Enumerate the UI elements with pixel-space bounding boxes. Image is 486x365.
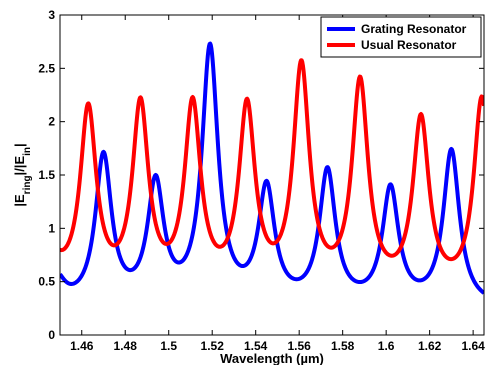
y-tick-label: 0.5 (38, 275, 55, 289)
x-axis-label: Wavelength (µm) (220, 351, 324, 365)
x-tick-label: 1.54 (244, 339, 268, 353)
x-tick-label: 1.52 (201, 339, 225, 353)
axes: 1.46 1.48 1.5 1.52 1.54 1.56 1.58 1.6 1.62 1.6400… (12, 8, 485, 365)
plot-frame (59, 14, 485, 336)
y-tick-label: 1 (48, 221, 55, 235)
y-tick-label: 0 (48, 328, 55, 342)
x-tick-label: 1.46 (70, 339, 94, 353)
y-axis-label-subscript: ring (22, 175, 33, 194)
y-axis-label-part: |/|E (12, 156, 27, 176)
series-line-usual-resonator (60, 58, 484, 262)
y-axis-label-subscript: in (22, 147, 33, 156)
legend: Grating Resonator Usual Resonator (320, 16, 482, 58)
y-axis-label-part: |E (12, 194, 27, 207)
x-tick-label: 1.5 (160, 339, 177, 353)
x-tick-label: 1.64 (461, 339, 485, 353)
y-axis-label-part: | (12, 143, 27, 147)
x-tick-label: 1.48 (114, 339, 138, 353)
y-tick-label: 2.5 (38, 61, 55, 75)
legend-entry-label: Usual Resonator (361, 38, 457, 52)
legend-entry-label: Grating Resonator (361, 22, 467, 36)
series-line-grating-resonator (60, 41, 484, 295)
x-tick-label: 1.6 (378, 339, 395, 353)
x-tick-label: 1.58 (331, 339, 355, 353)
y-axis-label: |Ering|/|Ein| (12, 143, 33, 206)
plot-content (60, 41, 484, 295)
x-tick-label: 1.56 (287, 339, 311, 353)
y-tick-label: 2 (48, 115, 55, 129)
y-tick-label: 3 (48, 8, 55, 22)
legend-box (320, 16, 482, 58)
y-tick-label: 1.5 (38, 168, 55, 182)
x-tick-label: 1.62 (418, 339, 442, 353)
